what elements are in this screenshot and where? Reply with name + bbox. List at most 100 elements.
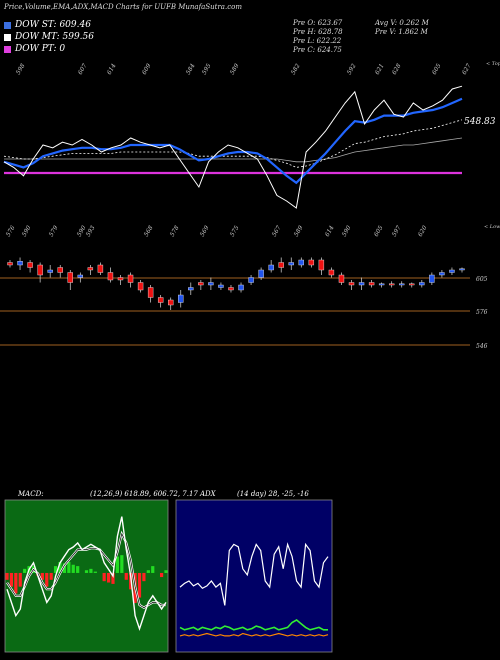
pre-open: Pre O: 623.67 (293, 19, 343, 27)
macd-hist-bar (23, 568, 27, 573)
top-label: 589 (229, 62, 241, 76)
macd-hist-bar (137, 572, 142, 598)
top-label: 614 (106, 62, 118, 76)
price-line (3, 85, 463, 209)
macd-hist-bar (164, 570, 168, 573)
macd-hist-bar (49, 572, 53, 580)
candle-body (137, 282, 144, 291)
macd-hist-bar (58, 562, 62, 573)
candle-body (409, 283, 415, 286)
bottom-label: 593 (85, 224, 97, 238)
ema-mid-line (3, 119, 463, 168)
candle-body (77, 274, 84, 278)
candle-body (288, 262, 294, 266)
candle-body (258, 269, 264, 278)
top-label: 621 (374, 63, 386, 76)
macd-hist-bar (111, 572, 115, 584)
top-label: 627 (461, 62, 473, 76)
ema-slow-line (4, 137, 463, 163)
candle-body (278, 262, 284, 268)
legend-dow-st: DOW ST: 609.46 (4, 19, 91, 31)
pre-volume: Pre V: 1.862 M (375, 28, 428, 36)
legend-label-st: DOW ST: 609.46 (15, 20, 91, 30)
candle-body (7, 262, 13, 266)
candle-body (87, 267, 94, 271)
legend-swatch-pt (4, 45, 11, 53)
macd-hist-bar (159, 572, 164, 578)
candle-body (459, 268, 465, 271)
macd-hist-bar (84, 570, 89, 573)
bottom-label: 579 (48, 224, 60, 238)
macd-hist-bar (53, 566, 58, 573)
macd-hist-bar (120, 555, 124, 573)
top-label: 592 (346, 62, 358, 76)
macd-params: (12,26,9) 618.89, 606.72, 7.17 (90, 490, 198, 498)
macd-hist-bar (45, 572, 49, 587)
candle-body (127, 274, 134, 283)
lows-corner-label: < Lows (484, 224, 500, 230)
macd-hist-bar (76, 566, 80, 573)
macd-hist-bar (40, 572, 44, 580)
chart-title: Price,Volume,EMA,ADX,MACD Charts for UUF… (4, 3, 242, 11)
candle-body (107, 272, 114, 281)
candle-body (147, 287, 154, 298)
bottom-label: 590 (341, 224, 353, 238)
candle-body (449, 269, 455, 273)
legend-swatch-mt (4, 33, 11, 41)
candle-body (298, 259, 304, 266)
top-label: 598 (15, 62, 27, 76)
top-label: 605 (431, 62, 443, 76)
top-label: 607 (77, 62, 89, 76)
adx-label-inline: ADX (200, 490, 216, 498)
adx-minus-di-line (179, 632, 329, 637)
candle-body (248, 277, 254, 283)
top-label: 582 (290, 62, 302, 76)
candle-body (419, 282, 425, 286)
adx-plus-di-line (179, 619, 328, 631)
candle-body (328, 269, 335, 276)
macd-hist-bar (102, 572, 106, 582)
macd-hist-bar (67, 562, 71, 573)
candle-body (228, 287, 234, 291)
candle-body (378, 283, 385, 286)
macd-label: MACD: (18, 490, 44, 498)
candle-body (439, 272, 445, 276)
candle-body (308, 259, 315, 266)
macd-hist-bar (146, 570, 150, 573)
bottom-label: 578 (169, 224, 181, 238)
macd-hist-bar (124, 572, 128, 580)
pre-low: Pre L: 622.22 (293, 37, 342, 45)
bottom-label: 597 (391, 224, 403, 238)
candle-body (97, 264, 104, 273)
bottom-label: 590 (76, 224, 88, 238)
macd-hist-bar (89, 568, 93, 573)
candle-body (188, 287, 194, 291)
macd-hist-bar (115, 556, 120, 573)
bottom-label: 620 (417, 224, 429, 238)
macd-hist-bar (142, 572, 146, 582)
bottom-label: 568 (143, 224, 155, 238)
legend-label-mt: DOW MT: 599.56 (15, 32, 94, 42)
candle-body (348, 282, 355, 286)
price-level-label: 605 (476, 276, 488, 283)
candle-body (399, 283, 405, 286)
macd-hist-bar (18, 572, 22, 587)
candle-body (17, 261, 23, 266)
legend-dow-mt: DOW MT: 599.56 (4, 31, 94, 43)
candle-body (358, 282, 365, 286)
macd-hist-bar (151, 566, 155, 573)
top-label: 628 (391, 62, 403, 76)
top-label: 609 (141, 62, 153, 76)
legend-dow-pt: DOW PT: 0 (4, 43, 65, 55)
pre-close: Pre C: 624.75 (293, 46, 342, 54)
legend-swatch-st (4, 21, 11, 29)
candle-body (67, 272, 73, 283)
candle-body (168, 299, 174, 306)
price-level-label: 546 (476, 343, 488, 350)
macd-hist-bar (106, 572, 111, 583)
candle-body (218, 284, 224, 288)
candle-body (429, 274, 435, 283)
candle-body (368, 282, 375, 286)
macd-hist-bar (14, 572, 18, 594)
